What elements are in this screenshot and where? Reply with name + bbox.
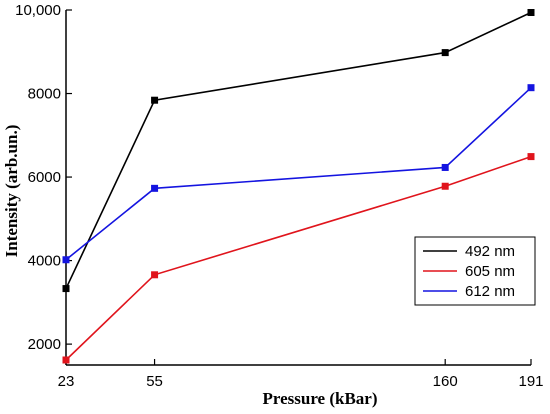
y-tick-label: 8000 bbox=[28, 86, 61, 103]
series-line bbox=[65, 155, 532, 361]
x-tick-label: 160 bbox=[433, 373, 458, 390]
y-axis-title: Intensity (arb.un.) bbox=[2, 125, 21, 258]
legend: 492 nm 605 nm 612 nm bbox=[414, 236, 536, 306]
legend-label: 612 nm bbox=[465, 283, 515, 300]
series-layer bbox=[62, 9, 535, 364]
data-point bbox=[62, 356, 70, 364]
series-605-nm bbox=[62, 153, 535, 364]
data-point bbox=[62, 285, 70, 293]
data-point bbox=[441, 182, 449, 190]
x-tick-label: 23 bbox=[58, 373, 75, 390]
y-axis-ticks: 2000 4000 6000 8000 10,000 bbox=[15, 2, 72, 353]
data-point bbox=[527, 84, 535, 92]
x-tick-label: 55 bbox=[146, 373, 163, 390]
data-point bbox=[151, 96, 159, 104]
series-492-nm bbox=[62, 9, 535, 293]
y-tick-label: 2000 bbox=[28, 336, 61, 353]
data-point bbox=[151, 184, 159, 192]
x-axis-title: Pressure (kBar) bbox=[262, 389, 377, 408]
data-point bbox=[441, 163, 449, 171]
y-tick-label: 6000 bbox=[28, 169, 61, 186]
series-line bbox=[65, 11, 532, 289]
data-point bbox=[62, 256, 70, 264]
series-line bbox=[65, 87, 532, 261]
y-tick-label: 10,000 bbox=[15, 2, 61, 19]
y-tick-label: 4000 bbox=[28, 253, 61, 270]
series-612-nm bbox=[62, 84, 535, 264]
plot-area bbox=[65, 10, 531, 366]
data-point bbox=[151, 271, 159, 279]
data-point bbox=[441, 49, 449, 57]
x-tick-label: 191 bbox=[518, 373, 543, 390]
data-point bbox=[527, 153, 535, 161]
legend-label: 492 nm bbox=[465, 243, 515, 260]
legend-label: 605 nm bbox=[465, 263, 515, 280]
data-point bbox=[527, 9, 535, 17]
x-axis-ticks: 23 55 160 191 bbox=[58, 359, 544, 390]
